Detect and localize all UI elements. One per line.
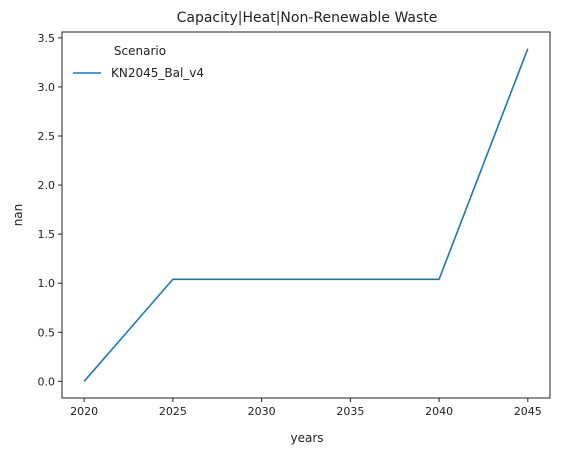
- y-axis-label: nan: [11, 204, 25, 227]
- legend-entry-label: KN2045_Bal_v4: [111, 66, 204, 80]
- chart-title: Capacity|Heat|Non-Renewable Waste: [177, 10, 438, 26]
- series-layer: [83, 48, 529, 382]
- x-axis: 2020 2025 2030 2035 2040 2045: [70, 398, 542, 418]
- y-tick-label: 0.5: [38, 326, 56, 339]
- y-tick-label: 3.0: [38, 81, 56, 94]
- y-tick-label: 2.0: [38, 179, 56, 192]
- x-tick-label: 2025: [159, 405, 187, 418]
- y-axis: 0.0 0.5 1.0 1.5 2.0 2.5 3.0 3.5: [38, 32, 62, 388]
- x-tick-label: 2035: [336, 405, 364, 418]
- y-tick-label: 1.0: [38, 277, 56, 290]
- plot-frame: [61, 31, 551, 399]
- plot-area: [61, 31, 551, 399]
- y-tick-label: 2.5: [38, 130, 56, 143]
- y-tick-label: 3.5: [38, 32, 56, 45]
- x-tick-label: 2040: [425, 405, 453, 418]
- x-tick-label: 2020: [70, 405, 98, 418]
- y-tick-label: 0.0: [38, 375, 56, 388]
- y-tick-label: 1.5: [38, 228, 56, 241]
- legend: Scenario KN2045_Bal_v4: [73, 44, 204, 80]
- legend-title: Scenario: [114, 44, 166, 58]
- x-tick-label: 2045: [514, 405, 542, 418]
- x-tick-label: 2030: [248, 405, 276, 418]
- x-axis-label: years: [290, 431, 323, 445]
- series-line: [83, 48, 529, 382]
